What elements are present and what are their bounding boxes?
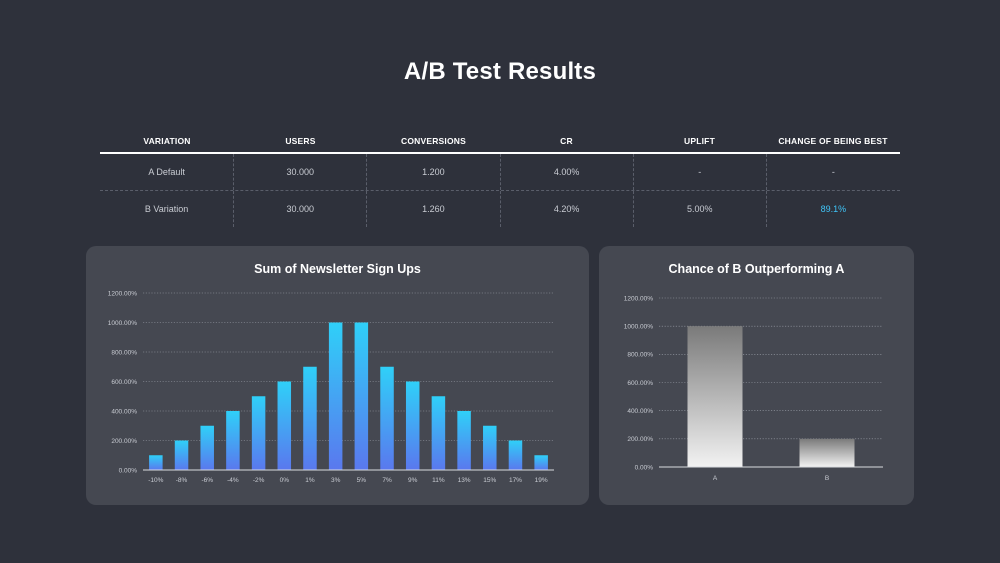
x-tick-label: 1% — [305, 477, 315, 484]
bar — [508, 440, 523, 470]
x-tick-label: -8% — [176, 477, 188, 484]
bar — [277, 381, 292, 470]
cell-variation: B Variation — [144, 204, 189, 214]
y-tick-label: 1000.00% — [624, 323, 653, 330]
x-tick-label: -4% — [227, 477, 239, 484]
header-uplift: UPLIFT — [684, 136, 715, 146]
table-row: A Default 30.000 1.200 4.00% - - — [100, 154, 900, 191]
bar — [149, 455, 163, 470]
x-tick-label: 13% — [458, 477, 471, 484]
y-tick-label: 1200.00% — [108, 290, 137, 297]
cell-conversions: 1.200 — [366, 154, 499, 190]
y-tick-label: 800.00% — [627, 352, 653, 359]
x-tick-label: 17% — [509, 477, 522, 484]
y-tick-label: 0.00% — [635, 464, 654, 471]
table-header-row: VARIATION USERS CONVERSIONS CR UPLIFT CH… — [100, 130, 900, 154]
x-tick-label: 5% — [357, 477, 367, 484]
cell-chance-best: - — [765, 154, 900, 190]
bar — [431, 396, 446, 470]
chart-title: Chance of B Outperforming A — [668, 262, 845, 276]
x-tick-label: 0% — [280, 477, 290, 484]
outperform-chart-card: Chance of B Outperforming A 0.00% 200.00%… — [599, 246, 914, 505]
bar — [328, 322, 343, 470]
x-tick-label: 19% — [535, 477, 548, 484]
cell-users: 30.000 — [233, 191, 366, 227]
chart-title: Sum of Newsletter Sign Ups — [254, 262, 421, 276]
y-tick-label: 1200.00% — [624, 295, 653, 302]
x-tick-label: -6% — [201, 477, 213, 484]
cell-variation: A Default — [148, 167, 185, 177]
table-row: B Variation 30.000 1.260 4.20% 5.00% 89.… — [100, 191, 900, 227]
header-cr: CR — [560, 136, 573, 146]
bar — [251, 396, 266, 470]
newsletter-signups-chart: 0.00% 200.00% 400.00% 600.00% 800.00% 1000.00… — [108, 290, 554, 484]
header-conversions: CONVERSIONS — [400, 136, 467, 146]
y-tick-label: 800.00% — [111, 349, 137, 356]
y-tick-label: 600.00% — [111, 379, 137, 386]
y-tick-label: 400.00% — [627, 408, 653, 415]
bar — [483, 425, 497, 470]
cell-cr: 4.00% — [499, 154, 633, 190]
x-tick-label: -10% — [148, 477, 163, 484]
x-tick-label: 15% — [483, 477, 496, 484]
cell-chance-best: 89.1% — [765, 191, 900, 227]
y-tick-label: 600.00% — [627, 380, 653, 387]
bar — [687, 326, 743, 467]
y-tick-label: 400.00% — [111, 408, 137, 415]
bar — [405, 381, 420, 470]
bar — [534, 455, 548, 470]
y-tick-label: 200.00% — [627, 436, 653, 443]
x-tick-label: -2% — [253, 477, 265, 484]
bar — [200, 425, 214, 470]
x-tick-label: 11% — [432, 477, 445, 484]
x-tick-label: 3% — [331, 477, 341, 484]
bar — [174, 440, 189, 470]
x-tick-label: 7% — [382, 477, 392, 484]
outperform-chart: 0.00% 200.00% 400.00% 600.00% 800.00% 1000.00… — [624, 295, 883, 482]
x-tick-label: A — [713, 475, 718, 482]
y-tick-label: 0.00% — [119, 467, 138, 474]
y-tick-label: 200.00% — [111, 438, 137, 445]
bar — [354, 322, 369, 470]
bar — [380, 366, 394, 470]
x-tick-label: 9% — [408, 477, 418, 484]
page-title: A/B Test Results — [403, 58, 597, 85]
bar — [226, 411, 240, 470]
header-users: USERS — [285, 136, 316, 146]
cell-users: 30.000 — [233, 154, 366, 190]
cell-conversions: 1.260 — [366, 191, 499, 227]
bar — [799, 438, 855, 467]
header-variation: VARIATION — [143, 136, 191, 146]
bar — [303, 366, 317, 470]
cell-cr: 4.20% — [499, 191, 633, 227]
x-tick-label: B — [825, 475, 829, 482]
cell-uplift: 5.00% — [632, 191, 766, 227]
ab-results-table: VARIATION USERS CONVERSIONS CR UPLIFT CH… — [100, 130, 900, 227]
y-tick-label: 1000.00% — [108, 320, 137, 327]
header-chance-best: CHANGE OF BEING BEST — [778, 136, 888, 146]
newsletter-chart-card: Sum of Newsletter Sign Ups 0.00% 200.00% 4… — [86, 246, 589, 505]
cell-uplift: - — [632, 154, 766, 190]
bar — [457, 411, 471, 470]
